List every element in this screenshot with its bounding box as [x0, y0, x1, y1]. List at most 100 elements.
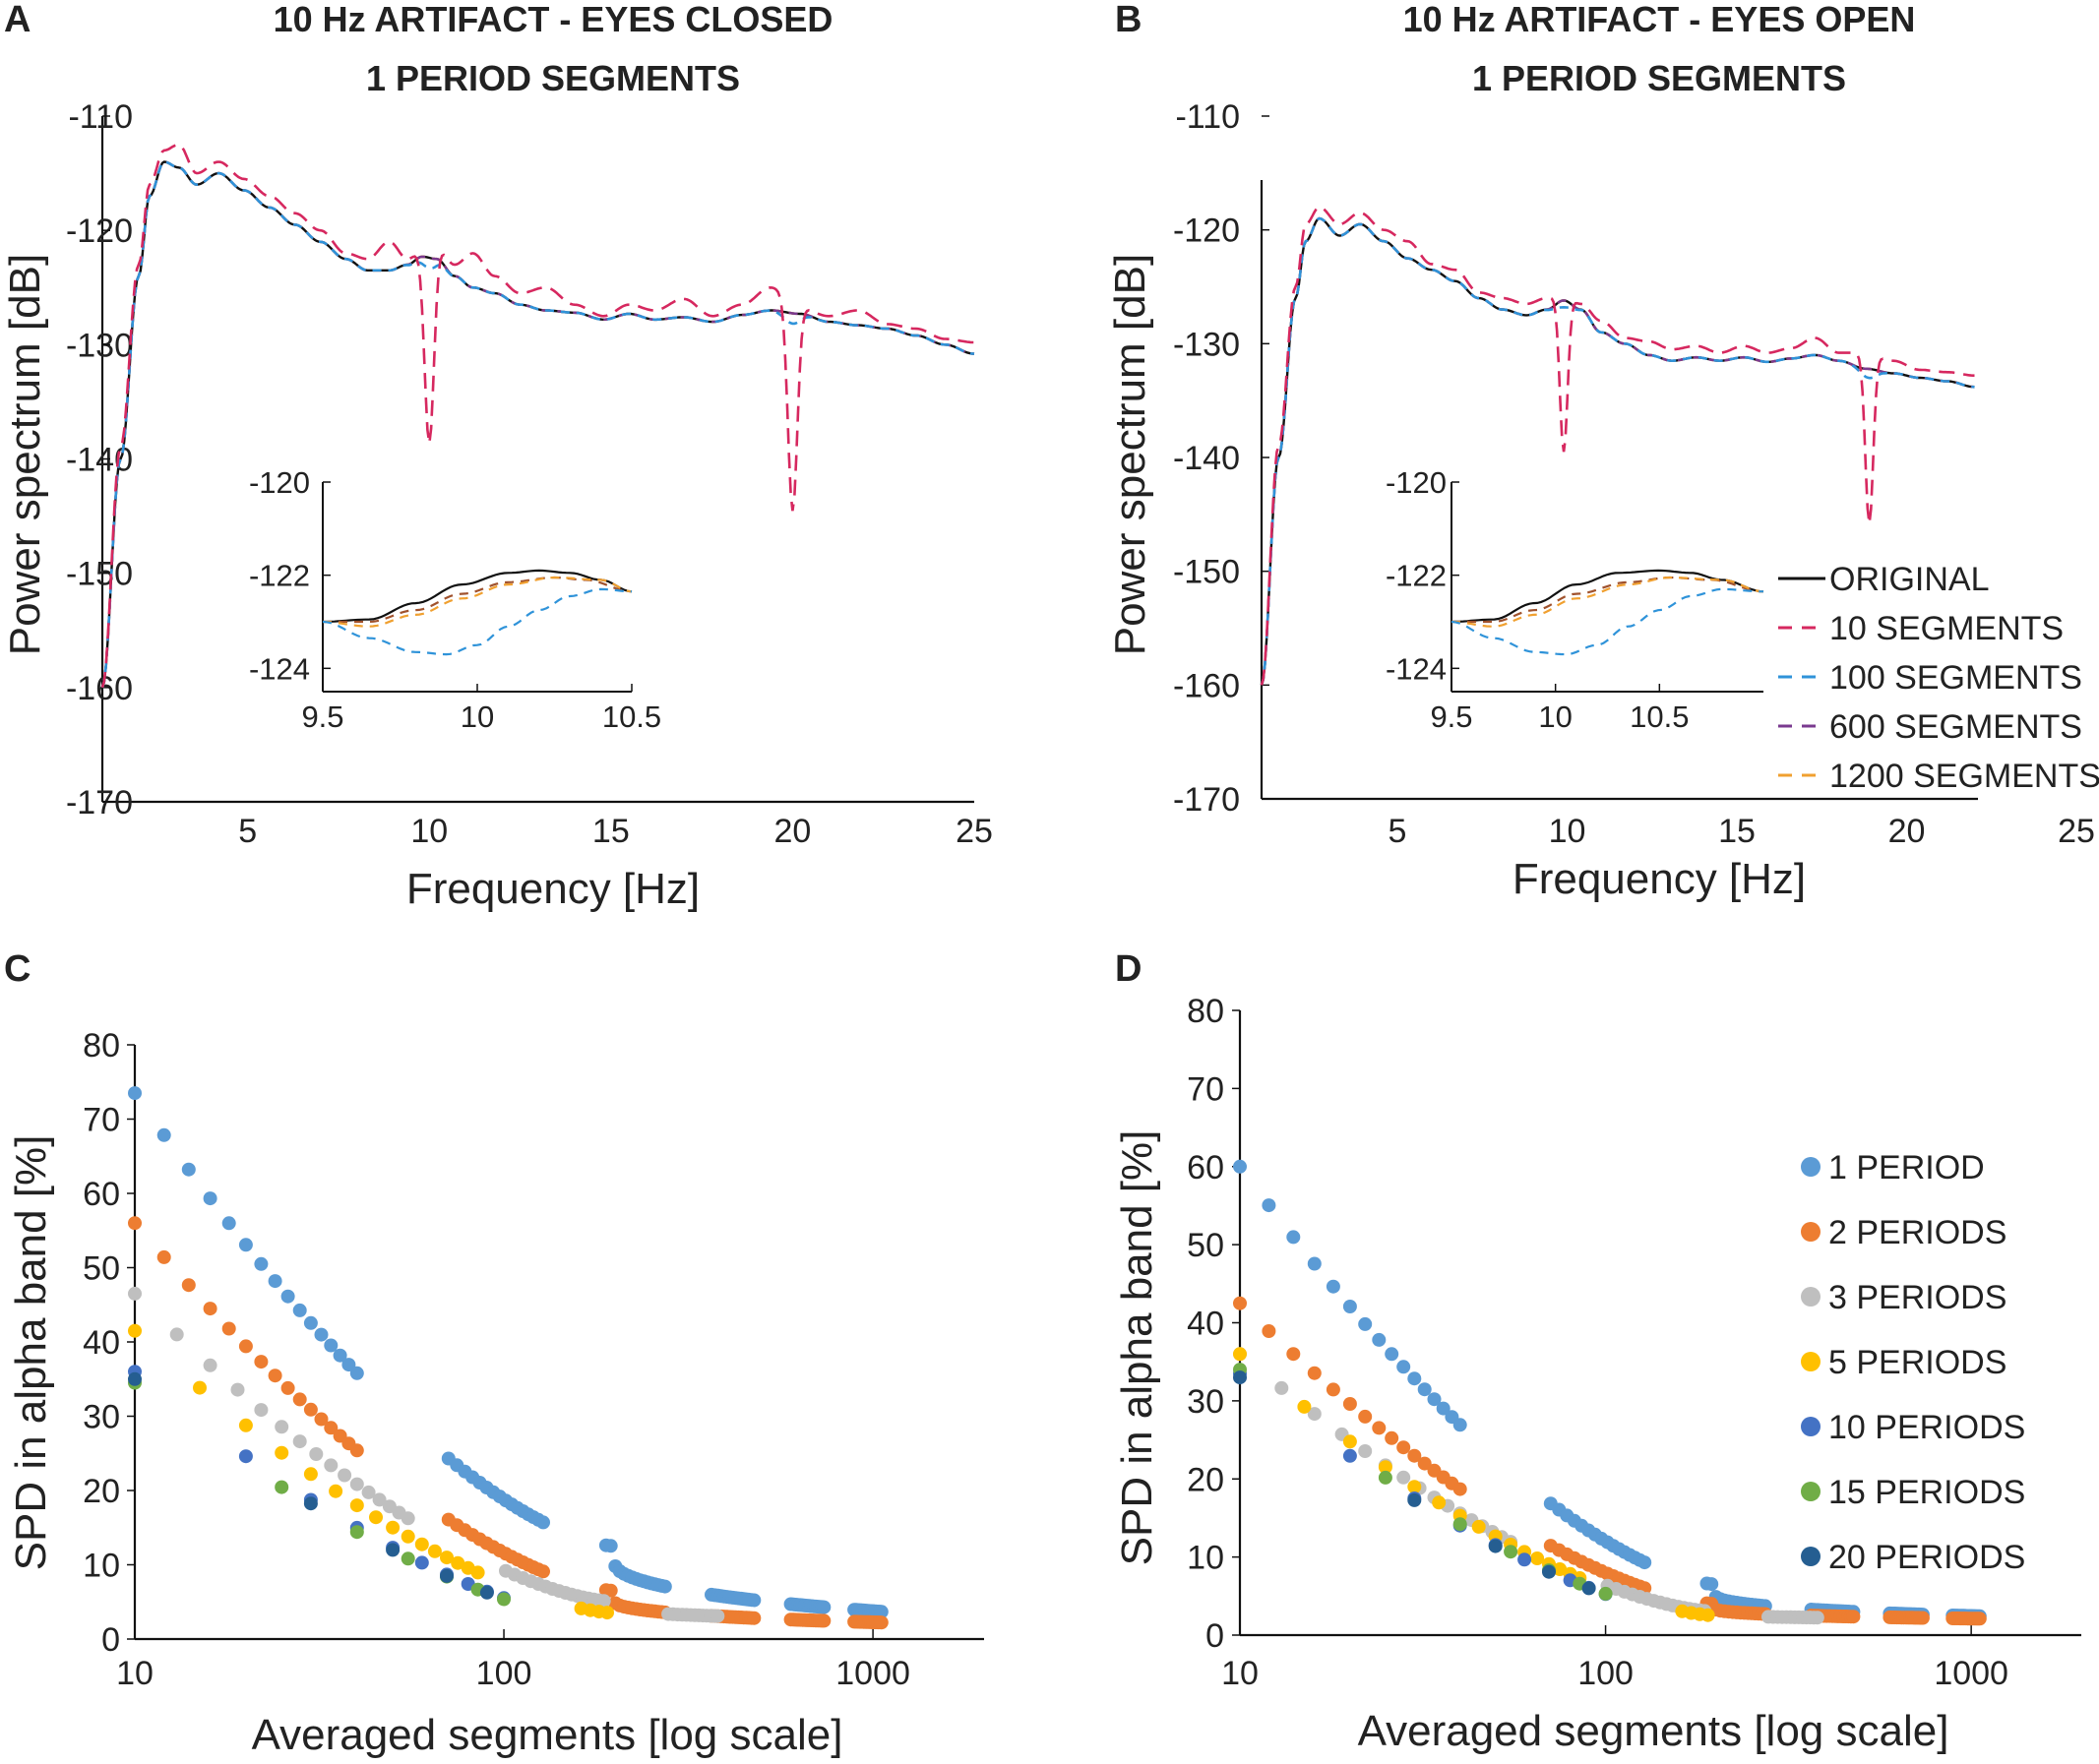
data-point-2-periods — [238, 1339, 253, 1354]
legend-label-1-period: 1 PERIOD — [1828, 1149, 1985, 1186]
data-point-2-periods — [1262, 1324, 1276, 1338]
inset-x-tick-label: 9.5 — [301, 700, 343, 734]
data-point-5-periods — [470, 1565, 485, 1580]
x-tick-label: 10 — [116, 1655, 154, 1692]
data-point-1-period — [1396, 1360, 1411, 1374]
data-point-3-periods — [596, 1594, 611, 1609]
data-point-15-periods — [497, 1592, 511, 1607]
data-point-1-period — [156, 1127, 171, 1142]
inset-y-tick-label: -122 — [249, 559, 310, 593]
data-point-3-periods — [1810, 1611, 1824, 1625]
data-point-1-period — [1452, 1418, 1467, 1432]
data-point-5-periods — [1530, 1551, 1545, 1565]
y-tick-label: -160 — [66, 670, 133, 707]
y-tick-label: -120 — [66, 213, 133, 250]
data-point-5-periods — [128, 1323, 142, 1338]
inset-y-tick-label: -122 — [1386, 559, 1447, 593]
data-point-2-periods — [1396, 1440, 1411, 1455]
data-point-1-period — [314, 1327, 329, 1342]
data-point-1-period — [128, 1086, 142, 1101]
legend-marker-10-periods — [1801, 1417, 1821, 1436]
panel-label-b: B — [1115, 0, 1142, 40]
data-point-3-periods — [254, 1403, 269, 1418]
x-tick-label: 5 — [238, 813, 257, 850]
data-point-3-periods — [372, 1492, 387, 1507]
x-tick-label: 20 — [1888, 813, 1926, 850]
data-point-1-period — [1637, 1555, 1652, 1570]
panel-d-y-axis-label: SPD in alpha band [%] — [1113, 1130, 1161, 1566]
x-tick-label: 1000 — [835, 1655, 910, 1692]
data-point-2-periods — [1358, 1409, 1373, 1424]
panel-c-y-axis-label: SPD in alpha band [%] — [7, 1135, 55, 1571]
data-point-2-periods — [203, 1302, 217, 1316]
data-point-1-period — [254, 1256, 269, 1271]
panel-c-x-axis-label: Averaged segments [log scale] — [252, 1711, 843, 1759]
data-point-1-period — [303, 1315, 318, 1330]
panel-a-x-axis-label: Frequency [Hz] — [406, 865, 700, 913]
x-tick-label: 25 — [2058, 813, 2095, 850]
y-tick-label: -160 — [1173, 667, 1240, 704]
data-point-1-period — [203, 1191, 217, 1206]
data-point-20-periods — [386, 1543, 401, 1557]
data-point-2-periods — [1307, 1366, 1322, 1380]
y-tick-label: 0 — [101, 1621, 120, 1659]
data-point-1-period — [341, 1358, 356, 1372]
y-tick-label: -170 — [1173, 781, 1240, 819]
inset-y-tick-label: -120 — [1386, 465, 1447, 500]
data-point-3-periods — [361, 1485, 376, 1499]
data-point-3-periods — [1274, 1380, 1289, 1395]
y-tick-label: 20 — [83, 1473, 120, 1510]
data-point-2-periods — [1452, 1482, 1467, 1496]
data-point-2-periods — [747, 1611, 762, 1625]
data-point-5-periods — [451, 1555, 465, 1570]
data-point-1-period — [874, 1605, 889, 1619]
data-point-1-period — [1372, 1332, 1387, 1347]
data-point-1-period — [349, 1366, 364, 1380]
data-point-15-periods — [401, 1551, 415, 1566]
data-point-3-periods — [349, 1477, 364, 1491]
panel-b-title-line-1: 10 Hz ARTIFACT - EYES OPEN — [1403, 0, 1916, 39]
legend-label-20-periods: 20 PERIODS — [1828, 1539, 2025, 1576]
y-tick-label: 30 — [1187, 1383, 1224, 1421]
inset-y-tick-label: -124 — [1386, 651, 1447, 686]
data-point-2-periods — [536, 1564, 550, 1579]
data-point-5-periods — [1700, 1608, 1715, 1622]
data-point-5-periods — [349, 1498, 364, 1513]
data-point-2-periods — [324, 1421, 339, 1435]
y-tick-label: 30 — [83, 1399, 120, 1436]
data-point-3-periods — [1307, 1407, 1322, 1422]
data-point-5-periods — [1297, 1399, 1312, 1414]
data-point-2-periods — [128, 1216, 142, 1231]
legend-marker-5-periods — [1801, 1352, 1821, 1371]
data-point-1-period — [280, 1289, 295, 1304]
panel-d-x-axis-label: Averaged segments [log scale] — [1358, 1707, 1949, 1755]
data-point-5-periods — [401, 1529, 415, 1544]
y-tick-label: 70 — [1187, 1070, 1224, 1108]
legend-marker-1-period — [1801, 1157, 1821, 1177]
panel-label-a: A — [4, 0, 31, 40]
panel-a-axes — [100, 116, 974, 804]
inset-y-tick-label: -120 — [249, 465, 310, 500]
y-tick-label: 10 — [1187, 1540, 1224, 1577]
data-point-5-periods — [1233, 1347, 1247, 1362]
data-point-15-periods — [1598, 1586, 1613, 1601]
y-tick-label: -140 — [66, 442, 133, 479]
y-tick-label: -110 — [1175, 98, 1240, 136]
inset-x-tick-label: 10 — [461, 700, 494, 734]
inset-series-line-original — [1451, 569, 1764, 624]
data-point-5-periods — [238, 1418, 253, 1432]
data-point-1-period — [1385, 1347, 1399, 1362]
y-tick-label: -110 — [68, 98, 133, 136]
inset-series-line-100-segments — [1451, 587, 1763, 656]
data-point-5-periods — [427, 1544, 442, 1558]
panel-d-legend: 1 PERIOD 2 PERIODS 3 PERIODS 5 PERIODS 10 PE… — [1801, 1149, 2025, 1576]
data-point-1-period — [1233, 1159, 1247, 1174]
data-point-2-periods — [303, 1402, 318, 1417]
data-point-2-periods — [1342, 1397, 1357, 1411]
data-point-5-periods — [329, 1484, 343, 1498]
data-point-5-periods — [1553, 1562, 1568, 1576]
y-tick-label: 40 — [83, 1324, 120, 1362]
data-point-2-periods — [349, 1443, 364, 1458]
legend-marker-15-periods — [1801, 1482, 1821, 1501]
